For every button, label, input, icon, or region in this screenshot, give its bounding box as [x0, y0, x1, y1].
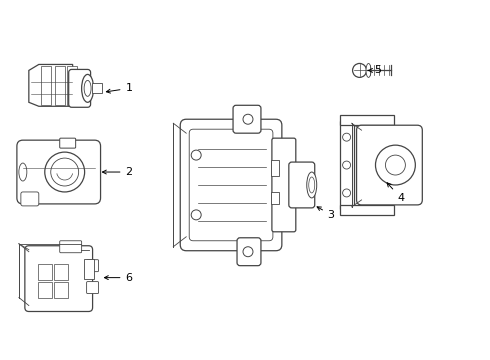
- Circle shape: [243, 247, 253, 257]
- Circle shape: [45, 152, 85, 192]
- Ellipse shape: [19, 163, 27, 181]
- Text: 5: 5: [368, 66, 382, 76]
- Polygon shape: [41, 67, 51, 105]
- FancyBboxPatch shape: [340, 115, 394, 125]
- Ellipse shape: [366, 63, 371, 77]
- FancyBboxPatch shape: [84, 259, 94, 279]
- FancyBboxPatch shape: [69, 69, 91, 107]
- Ellipse shape: [84, 80, 91, 96]
- FancyBboxPatch shape: [60, 138, 75, 148]
- Circle shape: [375, 145, 416, 185]
- Text: 6: 6: [104, 273, 132, 283]
- Circle shape: [191, 150, 201, 160]
- FancyBboxPatch shape: [21, 192, 39, 206]
- FancyBboxPatch shape: [189, 129, 273, 241]
- Circle shape: [343, 161, 350, 169]
- Polygon shape: [55, 67, 65, 105]
- FancyBboxPatch shape: [237, 238, 261, 266]
- FancyBboxPatch shape: [340, 205, 394, 215]
- Circle shape: [353, 63, 367, 77]
- Ellipse shape: [309, 177, 315, 193]
- FancyBboxPatch shape: [54, 282, 68, 298]
- Ellipse shape: [307, 172, 317, 198]
- FancyBboxPatch shape: [180, 119, 282, 251]
- Text: 3: 3: [317, 207, 335, 220]
- FancyBboxPatch shape: [272, 138, 296, 232]
- Text: 4: 4: [387, 183, 405, 203]
- FancyBboxPatch shape: [38, 282, 52, 298]
- Ellipse shape: [82, 75, 94, 102]
- FancyBboxPatch shape: [17, 140, 100, 204]
- FancyBboxPatch shape: [340, 121, 354, 209]
- Circle shape: [243, 114, 253, 124]
- FancyBboxPatch shape: [271, 192, 279, 204]
- Polygon shape: [67, 67, 76, 105]
- FancyBboxPatch shape: [289, 162, 315, 208]
- Circle shape: [343, 189, 350, 197]
- Circle shape: [191, 210, 201, 220]
- FancyBboxPatch shape: [87, 282, 98, 293]
- FancyBboxPatch shape: [357, 125, 422, 205]
- FancyBboxPatch shape: [92, 84, 101, 93]
- Circle shape: [51, 158, 78, 186]
- Text: 2: 2: [102, 167, 133, 177]
- FancyBboxPatch shape: [87, 260, 98, 272]
- FancyBboxPatch shape: [271, 160, 279, 176]
- Text: 1: 1: [106, 84, 132, 93]
- Polygon shape: [29, 64, 81, 106]
- FancyBboxPatch shape: [233, 105, 261, 133]
- FancyBboxPatch shape: [38, 264, 52, 280]
- Circle shape: [386, 155, 405, 175]
- Circle shape: [343, 133, 350, 141]
- FancyBboxPatch shape: [54, 264, 68, 280]
- FancyBboxPatch shape: [60, 241, 82, 253]
- FancyBboxPatch shape: [25, 246, 93, 311]
